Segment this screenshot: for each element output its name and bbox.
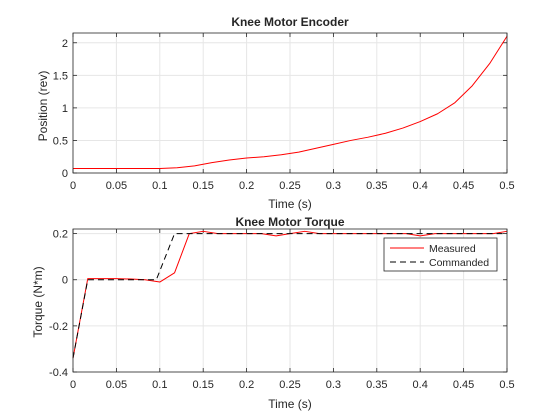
torque-chart: Knee Motor Torque Time (s) Torque (N*m) …	[31, 215, 515, 411]
torque-y-tick-label: 0.2	[53, 229, 68, 241]
torque-x-axis-label: Time (s)	[268, 397, 312, 411]
encoder-y-tick-label: 2	[62, 38, 68, 50]
encoder-x-tick-label: 0.05	[106, 180, 127, 192]
torque-legend-label-commanded: Commanded	[429, 257, 489, 269]
encoder-y-axis-label: Position (rev)	[36, 71, 50, 142]
torque-legend-label-measured: Measured	[429, 243, 476, 255]
torque-x-tick-label: 0.3	[326, 379, 341, 391]
torque-x-tick-label: 0.5	[499, 379, 514, 391]
torque-chart-title: Knee Motor Torque	[235, 215, 344, 229]
torque-legend-box	[383, 237, 498, 272]
torque-y-tick-label: 0	[62, 275, 68, 287]
encoder-x-tick-label: 0.15	[192, 180, 213, 192]
encoder-chart: Knee Motor Encoder Time (s) Position (re…	[36, 15, 515, 211]
encoder-axes-box	[72, 32, 508, 174]
torque-series-commanded	[72, 233, 507, 359]
encoder-y-tick-label: 1.5	[53, 70, 68, 82]
encoder-x-tick-label: 0.25	[279, 180, 300, 192]
encoder-x-tick-label: 0.4	[413, 180, 428, 192]
encoder-x-tick-label: 0.3	[326, 180, 341, 192]
torque-x-tick-label: 0.45	[453, 379, 474, 391]
torque-legend: Measured Commanded	[383, 237, 498, 272]
encoder-x-tick-label: 0.2	[239, 180, 254, 192]
torque-x-tick-label: 0.05	[106, 379, 127, 391]
encoder-y-tick-label: 0	[62, 168, 68, 180]
encoder-x-tick-label: 0	[70, 180, 76, 192]
torque-x-tick-label: 0	[70, 379, 76, 391]
torque-x-tick-label: 0.1	[152, 379, 167, 391]
encoder-x-tick-label: 0.35	[366, 180, 387, 192]
torque-x-tick-label: 0.2	[239, 379, 254, 391]
encoder-x-tick-label: 0.45	[453, 180, 474, 192]
torque-axes-box	[72, 228, 508, 373]
torque-x-tick-label: 0.15	[192, 379, 213, 391]
torque-x-tick-label: 0.4	[413, 379, 428, 391]
encoder-y-tick-label: 1	[62, 103, 68, 115]
torque-x-tick-label: 0.35	[366, 379, 387, 391]
torque-y-tick-label: -0.4	[49, 367, 68, 379]
encoder-x-tick-label: 0.1	[152, 180, 167, 192]
torque-y-axis-label: Torque (N*m)	[31, 266, 45, 337]
encoder-series-line	[73, 35, 508, 169]
encoder-x-axis-label: Time (s)	[268, 197, 312, 211]
encoder-y-tick-label: 0.5	[53, 135, 68, 147]
torque-x-tick-label: 0.25	[279, 379, 300, 391]
encoder-x-tick-label: 0.5	[499, 180, 514, 192]
torque-y-tick-label: -0.2	[49, 321, 68, 333]
encoder-chart-title: Knee Motor Encoder	[231, 15, 349, 29]
